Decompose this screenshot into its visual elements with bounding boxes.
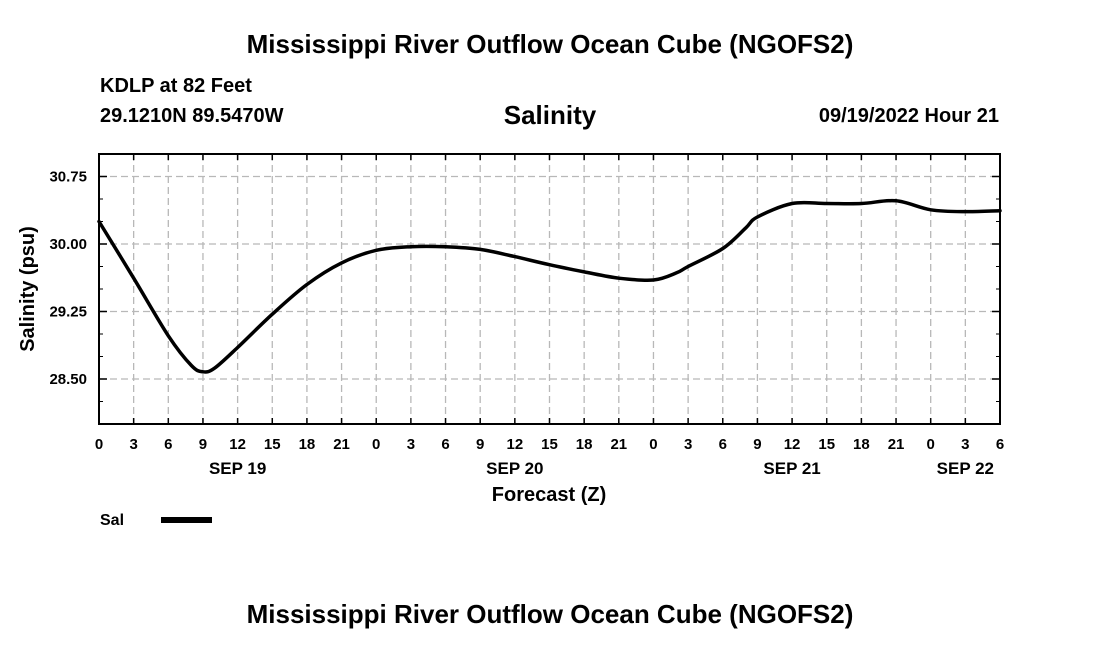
x-tick-label: 0 bbox=[649, 436, 657, 453]
x-tick-label: 0 bbox=[95, 436, 103, 453]
date-label: SEP 19 bbox=[209, 459, 266, 478]
x-tick-label: 6 bbox=[441, 436, 449, 453]
x-tick-label: 18 bbox=[299, 436, 316, 453]
grid-lines bbox=[99, 154, 1000, 424]
plot-frame bbox=[98, 153, 1001, 425]
x-tick-label: 12 bbox=[229, 436, 246, 453]
y-tick-label: 29.25 bbox=[49, 304, 87, 321]
x-tick-label: 0 bbox=[927, 436, 935, 453]
variable-title: Salinity bbox=[503, 100, 597, 130]
y-tick-label: 28.50 bbox=[49, 371, 87, 388]
date-labels: SEP 19 SEP 20 SEP 21 SEP 22 bbox=[209, 459, 994, 478]
date-label: SEP 22 bbox=[937, 459, 994, 478]
x-tick-label: 18 bbox=[853, 436, 870, 453]
x-tick-label: 21 bbox=[888, 436, 905, 453]
date-label: SEP 21 bbox=[763, 459, 820, 478]
x-tick-label: 3 bbox=[961, 436, 969, 453]
chart-title: Mississippi River Outflow Ocean Cube (NG… bbox=[246, 29, 854, 59]
x-tick-label: 15 bbox=[264, 436, 281, 453]
x-tick-label: 9 bbox=[199, 436, 207, 453]
legend: Sal bbox=[100, 512, 212, 529]
x-tick-label: 15 bbox=[541, 436, 558, 453]
x-tick-label: 3 bbox=[684, 436, 692, 453]
x-tick-label: 6 bbox=[164, 436, 172, 453]
series-group bbox=[97, 198, 1002, 374]
x-tick-label: 6 bbox=[719, 436, 727, 453]
x-tick-label: 9 bbox=[753, 436, 761, 453]
x-tick-label: 3 bbox=[407, 436, 415, 453]
date-label: SEP 20 bbox=[486, 459, 543, 478]
x-tick-label: 18 bbox=[576, 436, 593, 453]
footer-title: Mississippi River Outflow Ocean Cube (NG… bbox=[246, 599, 854, 629]
legend-label: Sal bbox=[100, 512, 124, 529]
x-tick-label: 15 bbox=[818, 436, 835, 453]
x-tick-label: 9 bbox=[476, 436, 484, 453]
x-tick-label: 6 bbox=[996, 436, 1004, 453]
x-tick-label: 12 bbox=[784, 436, 801, 453]
x-tick-label: 21 bbox=[333, 436, 350, 453]
y-axis-title: Salinity (psu) bbox=[17, 226, 39, 352]
y-tick-labels: 28.50 29.25 30.00 30.75 bbox=[49, 169, 87, 389]
x-axis-title: Forecast (Z) bbox=[492, 484, 606, 506]
x-tick-label: 21 bbox=[610, 436, 627, 453]
x-tick-label: 0 bbox=[372, 436, 380, 453]
y-tick-label: 30.00 bbox=[49, 236, 87, 253]
series-line-sal bbox=[97, 198, 1002, 374]
station-label: KDLP at 82 Feet bbox=[100, 75, 252, 97]
station-coordinates: 29.1210N 89.5470W bbox=[100, 105, 284, 127]
y-tick-label: 30.75 bbox=[49, 169, 87, 186]
x-tick-label: 3 bbox=[129, 436, 137, 453]
forecast-datetime: 09/19/2022 Hour 21 bbox=[818, 105, 999, 127]
salinity-chart: 0 3 6 9 12 15 18 21 0 3 6 9 12 15 18 21 0 3 6 9 12 15 18 21 0 3 6 … bbox=[17, 153, 1004, 529]
x-tick-labels: 0 3 6 9 12 15 18 21 0 3 6 9 12 15 18 21 0 3 6 9 12 15 18 21 0 3 6 bbox=[95, 436, 1004, 453]
x-tick-label: 12 bbox=[507, 436, 524, 453]
